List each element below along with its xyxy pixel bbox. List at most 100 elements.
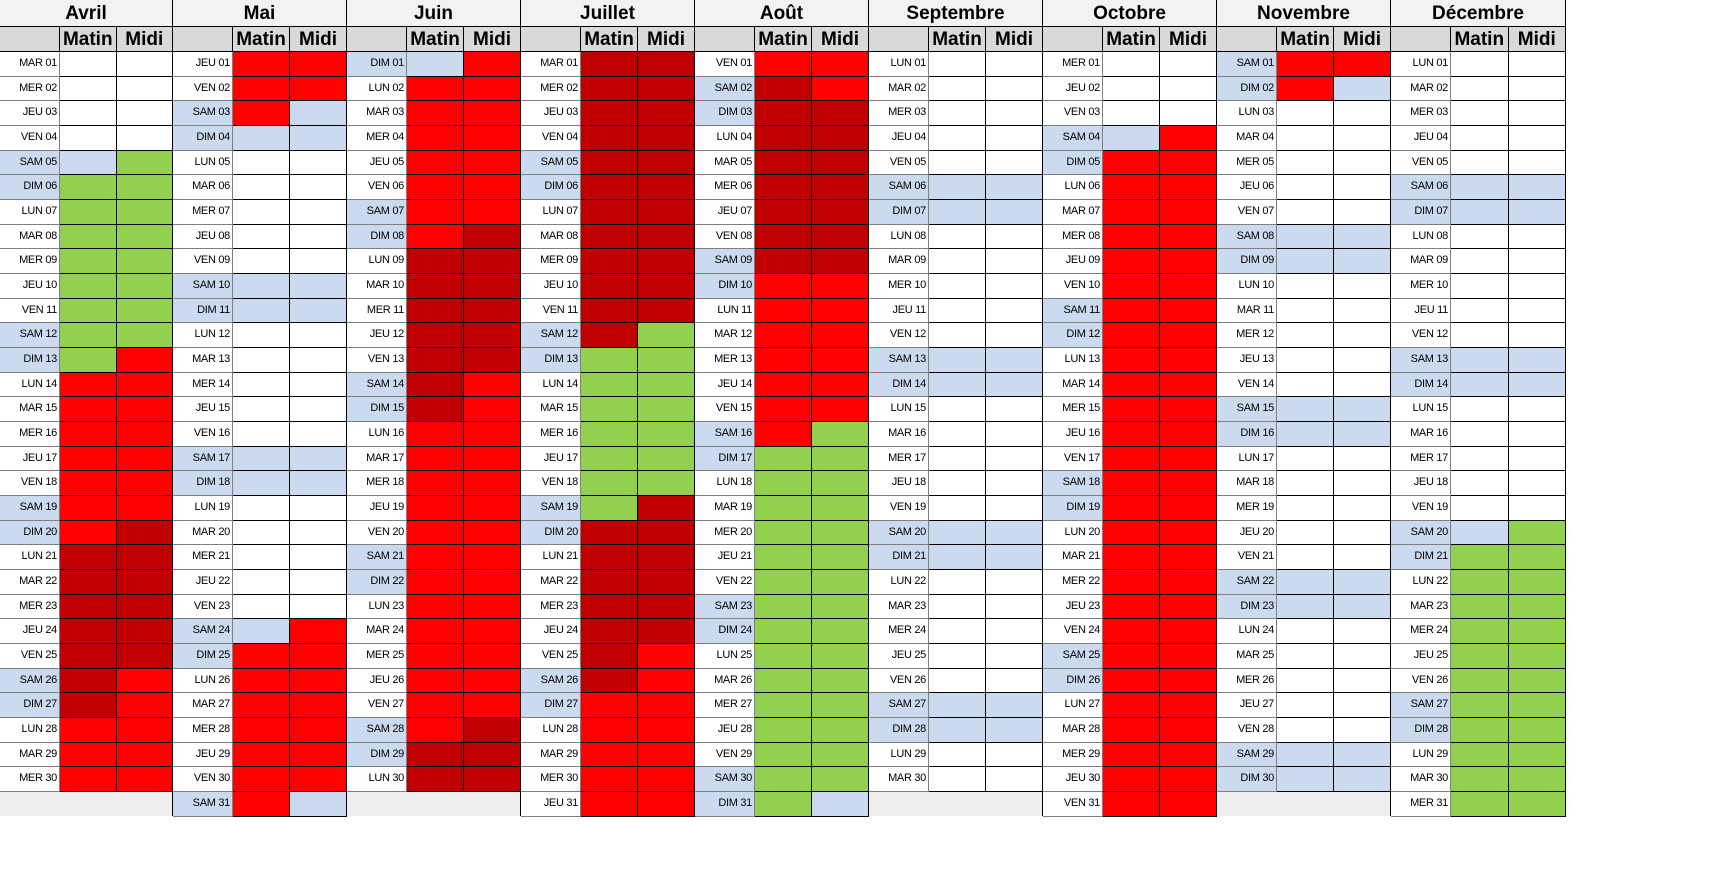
matin-cell[interactable]	[929, 150, 986, 176]
midi-cell[interactable]	[638, 742, 695, 768]
midi-cell[interactable]	[1160, 644, 1217, 669]
midi-cell[interactable]	[986, 545, 1043, 571]
midi-cell[interactable]	[986, 397, 1043, 423]
matin-cell[interactable]	[755, 422, 812, 447]
matin-cell[interactable]	[581, 545, 638, 571]
midi-cell[interactable]	[464, 570, 521, 595]
midi-cell[interactable]	[638, 668, 695, 694]
matin-cell[interactable]	[1103, 101, 1160, 126]
midi-cell[interactable]	[1160, 422, 1217, 447]
midi-cell[interactable]	[116, 52, 173, 77]
matin-cell[interactable]	[1103, 668, 1160, 694]
matin-cell[interactable]	[1103, 348, 1160, 373]
midi-cell[interactable]	[1160, 76, 1217, 102]
midi-cell[interactable]	[1160, 496, 1217, 521]
midi-cell[interactable]	[1160, 570, 1217, 595]
midi-cell[interactable]	[464, 323, 521, 349]
matin-cell[interactable]	[407, 224, 464, 250]
midi-cell[interactable]	[986, 274, 1043, 299]
matin-cell[interactable]	[1451, 224, 1509, 250]
midi-cell[interactable]	[464, 718, 521, 743]
midi-cell[interactable]	[986, 446, 1043, 472]
matin-cell[interactable]	[755, 792, 812, 817]
midi-cell[interactable]	[290, 348, 347, 373]
matin-cell[interactable]	[755, 224, 812, 250]
midi-cell[interactable]	[986, 150, 1043, 176]
matin-cell[interactable]	[60, 224, 117, 250]
matin-cell[interactable]	[407, 126, 464, 151]
matin-cell[interactable]	[1451, 767, 1509, 793]
midi-cell[interactable]	[986, 619, 1043, 645]
midi-cell[interactable]	[1334, 274, 1391, 299]
matin-cell[interactable]	[929, 570, 986, 595]
matin-cell[interactable]	[755, 545, 812, 571]
midi-cell[interactable]	[1508, 767, 1566, 793]
midi-cell[interactable]	[986, 348, 1043, 373]
matin-cell[interactable]	[1451, 422, 1509, 447]
matin-cell[interactable]	[1277, 619, 1334, 645]
midi-cell[interactable]	[1160, 520, 1217, 546]
matin-cell[interactable]	[1451, 792, 1509, 817]
midi-cell[interactable]	[812, 545, 869, 571]
midi-cell[interactable]	[1334, 175, 1391, 200]
midi-cell[interactable]	[116, 496, 173, 521]
midi-cell[interactable]	[1508, 594, 1566, 620]
matin-cell[interactable]	[1277, 767, 1334, 793]
matin-cell[interactable]	[1277, 693, 1334, 719]
midi-cell[interactable]	[116, 594, 173, 620]
midi-cell[interactable]	[812, 224, 869, 250]
matin-cell[interactable]	[1451, 496, 1509, 521]
matin-cell[interactable]	[407, 619, 464, 645]
matin-cell[interactable]	[755, 767, 812, 793]
midi-cell[interactable]	[464, 126, 521, 151]
midi-cell[interactable]	[116, 224, 173, 250]
midi-cell[interactable]	[638, 520, 695, 546]
midi-cell[interactable]	[812, 644, 869, 669]
midi-cell[interactable]	[116, 372, 173, 398]
midi-cell[interactable]	[290, 200, 347, 225]
matin-cell[interactable]	[581, 101, 638, 126]
midi-cell[interactable]	[1508, 446, 1566, 472]
matin-cell[interactable]	[929, 496, 986, 521]
midi-cell[interactable]	[638, 52, 695, 77]
midi-cell[interactable]	[812, 446, 869, 472]
matin-cell[interactable]	[755, 323, 812, 349]
matin-cell[interactable]	[1451, 520, 1509, 546]
matin-cell[interactable]	[1277, 274, 1334, 299]
midi-cell[interactable]	[1508, 668, 1566, 694]
midi-cell[interactable]	[1334, 496, 1391, 521]
matin-cell[interactable]	[929, 76, 986, 102]
midi-cell[interactable]	[812, 397, 869, 423]
matin-cell[interactable]	[233, 224, 290, 250]
midi-cell[interactable]	[986, 496, 1043, 521]
matin-cell[interactable]	[233, 52, 290, 77]
matin-cell[interactable]	[581, 422, 638, 447]
matin-cell[interactable]	[755, 52, 812, 77]
matin-cell[interactable]	[755, 249, 812, 275]
midi-cell[interactable]	[116, 126, 173, 151]
matin-cell[interactable]	[1277, 397, 1334, 423]
matin-cell[interactable]	[233, 126, 290, 151]
midi-cell[interactable]	[116, 693, 173, 719]
midi-cell[interactable]	[1508, 644, 1566, 669]
matin-cell[interactable]	[407, 76, 464, 102]
midi-cell[interactable]	[1334, 224, 1391, 250]
midi-cell[interactable]	[986, 52, 1043, 77]
midi-cell[interactable]	[1160, 101, 1217, 126]
midi-cell[interactable]	[1508, 520, 1566, 546]
matin-cell[interactable]	[755, 446, 812, 472]
matin-cell[interactable]	[1451, 594, 1509, 620]
midi-cell[interactable]	[986, 742, 1043, 768]
matin-cell[interactable]	[233, 249, 290, 275]
matin-cell[interactable]	[929, 545, 986, 571]
midi-cell[interactable]	[812, 323, 869, 349]
midi-cell[interactable]	[638, 224, 695, 250]
midi-cell[interactable]	[812, 792, 869, 817]
matin-cell[interactable]	[755, 619, 812, 645]
midi-cell[interactable]	[638, 718, 695, 743]
midi-cell[interactable]	[290, 101, 347, 126]
midi-cell[interactable]	[1334, 348, 1391, 373]
matin-cell[interactable]	[755, 175, 812, 200]
matin-cell[interactable]	[755, 496, 812, 521]
midi-cell[interactable]	[1160, 397, 1217, 423]
